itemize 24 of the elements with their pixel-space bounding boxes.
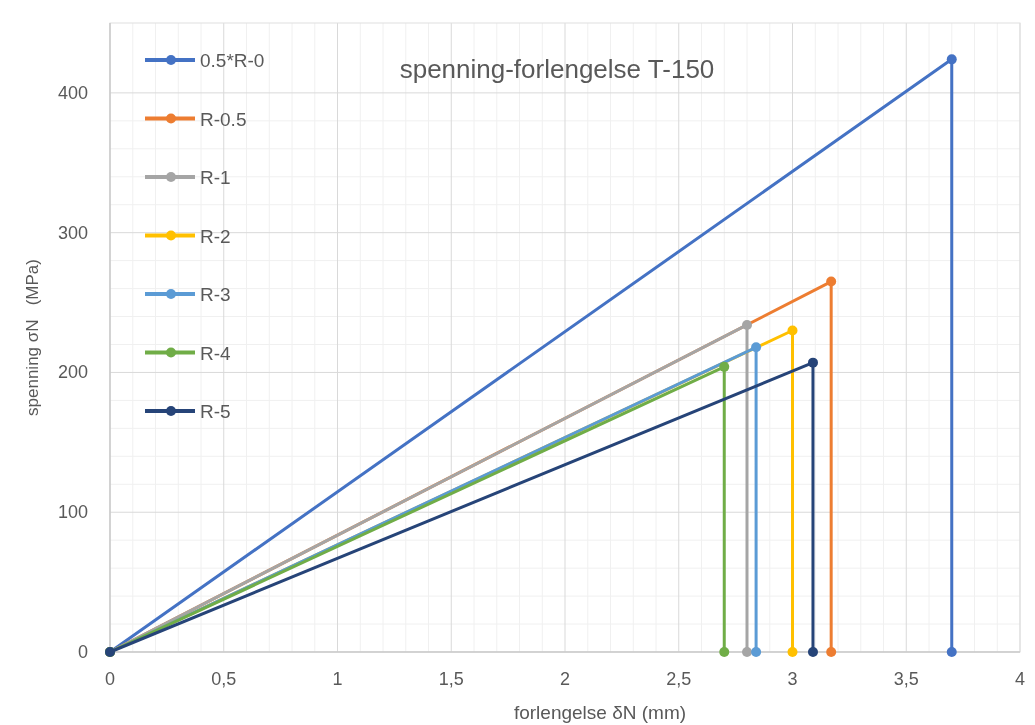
legend-label: R-3: [200, 284, 231, 305]
y-axis-title: spenning σN (MPa): [23, 259, 42, 416]
legend-label: R-0.5: [200, 108, 247, 130]
y-tick-label: 0: [77, 642, 88, 662]
x-tick-label: 4: [1014, 669, 1026, 689]
x-tick-label: 3,5: [893, 669, 919, 689]
y-tick-label: 300: [57, 222, 88, 243]
x-tick-label: 1: [332, 669, 343, 689]
text: spenning-forlengelse T-150: [399, 54, 715, 84]
legend-label: R-1: [200, 167, 231, 188]
x-tick-label: 1,5: [438, 669, 464, 689]
x-axis-title: forlengelse δN (mm): [513, 702, 687, 723]
y-tick-label: 100: [57, 502, 88, 523]
y-tick-label: 200: [57, 362, 88, 383]
x-tick-label: 2: [559, 669, 571, 689]
legend-label: 0.5*R-0: [200, 50, 265, 71]
x-tick-label: 3: [787, 669, 798, 689]
x-tick-label: 0: [104, 669, 116, 689]
legend-label: R-5: [200, 401, 231, 422]
y-tick-label: 400: [57, 82, 88, 103]
x-tick-label: 2,5: [666, 669, 692, 689]
legend-label: R-4: [200, 342, 232, 364]
legend-label: R-2: [200, 225, 231, 247]
x-tick-label: 0,5: [211, 669, 237, 689]
